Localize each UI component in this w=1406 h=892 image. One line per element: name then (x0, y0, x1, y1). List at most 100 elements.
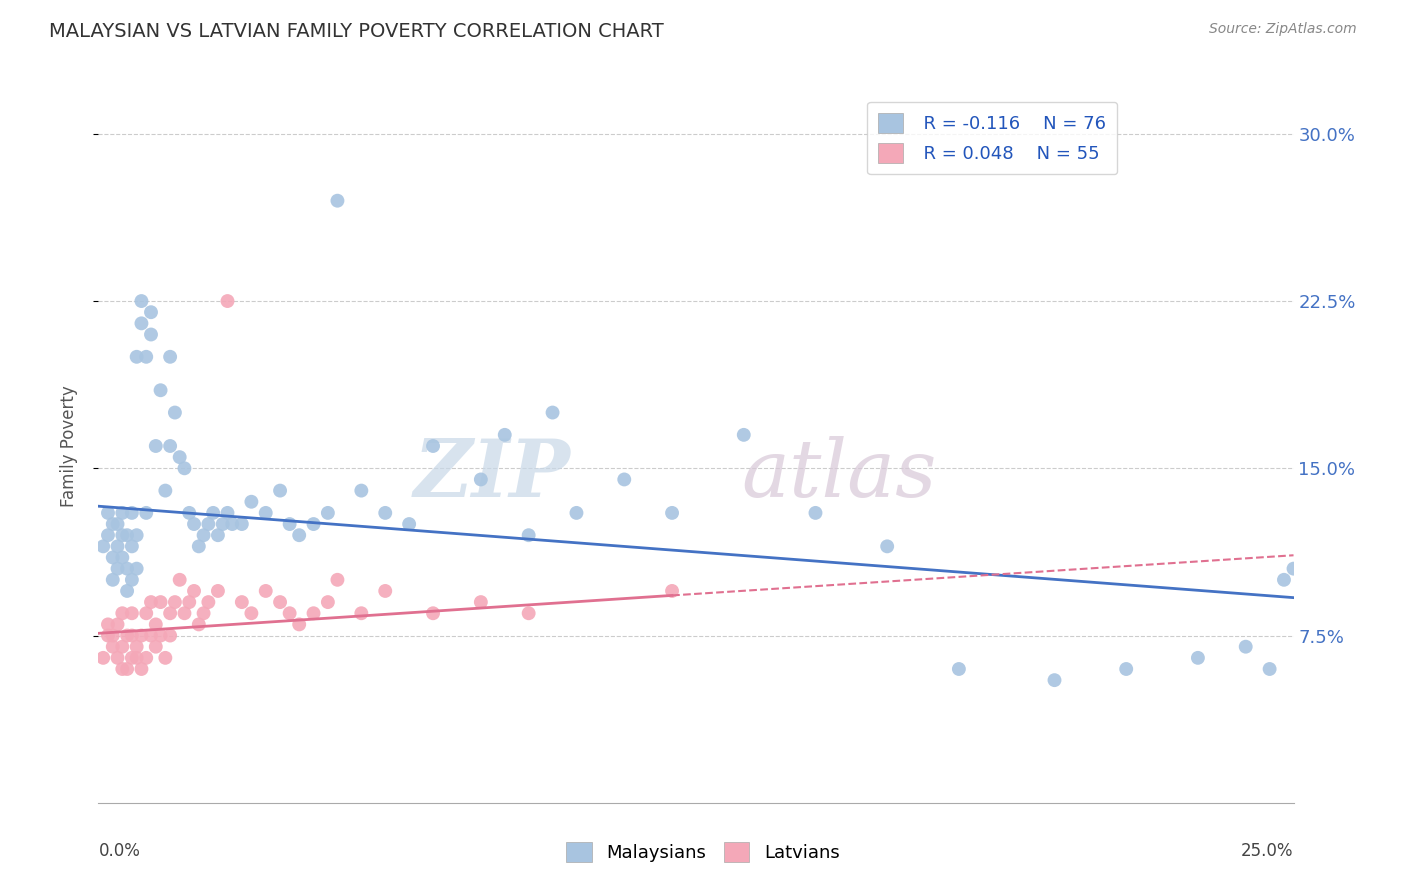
Point (91, 539, 114, 553)
Point (183, 516, 205, 531)
Text: MALAYSIAN VS LATVIAN FAMILY POVERTY CORRELATION CHART: MALAYSIAN VS LATVIAN FAMILY POVERTY CORR… (49, 22, 664, 41)
Point (197, 595, 219, 609)
Point (302, 607, 325, 621)
Point (145, 617, 167, 632)
Point (145, 439, 167, 453)
Y-axis label: Family Poverty: Family Poverty (59, 385, 77, 507)
Point (948, 662, 970, 676)
Point (107, 562, 129, 576)
Point (139, 305, 162, 319)
Point (101, 550, 124, 565)
Point (173, 607, 195, 621)
Point (115, 628, 138, 642)
Point (1234, 640, 1257, 654)
Point (159, 439, 181, 453)
Point (135, 607, 157, 621)
Point (159, 628, 181, 642)
Point (1187, 651, 1209, 665)
Point (240, 494, 263, 508)
Point (288, 617, 311, 632)
Point (149, 628, 172, 642)
Point (316, 506, 339, 520)
Point (125, 350, 148, 364)
Point (135, 651, 157, 665)
Text: 25.0%: 25.0% (1241, 842, 1294, 860)
Point (173, 461, 195, 475)
Point (139, 595, 162, 609)
Point (101, 516, 124, 531)
Point (193, 607, 215, 621)
Point (135, 506, 157, 520)
Point (125, 562, 148, 576)
Point (350, 607, 373, 621)
Point (278, 607, 301, 621)
Point (155, 483, 177, 498)
Point (115, 562, 138, 576)
Point (121, 573, 143, 587)
Point (97, 628, 120, 642)
Point (125, 640, 148, 654)
Point (163, 595, 186, 609)
Point (231, 595, 253, 609)
Point (661, 506, 683, 520)
Point (1115, 662, 1137, 676)
Point (97, 506, 120, 520)
Point (197, 516, 219, 531)
Point (288, 528, 311, 542)
Point (121, 607, 143, 621)
Point (254, 506, 277, 520)
Point (374, 583, 396, 598)
Point (613, 473, 636, 487)
Point (125, 651, 148, 665)
Point (1258, 662, 1281, 676)
Point (193, 528, 215, 542)
Point (97, 617, 120, 632)
Point (107, 617, 129, 632)
Point (187, 617, 209, 632)
Point (240, 607, 263, 621)
Point (254, 583, 277, 598)
Text: ZIP: ZIP (413, 436, 571, 513)
Point (111, 506, 134, 520)
Point (179, 506, 201, 520)
Point (804, 506, 827, 520)
Point (422, 607, 444, 621)
Point (131, 316, 153, 330)
Point (111, 640, 134, 654)
Point (135, 350, 157, 364)
Legend:   R = -0.116    N = 76,   R = 0.048    N = 55: R = -0.116 N = 76, R = 0.048 N = 55 (868, 102, 1118, 174)
Point (131, 628, 153, 642)
Point (139, 628, 162, 642)
Point (211, 516, 233, 531)
Point (101, 628, 124, 642)
Point (163, 405, 186, 419)
Point (1282, 562, 1305, 576)
Point (207, 583, 229, 598)
Point (111, 662, 134, 676)
Point (145, 640, 167, 654)
Point (121, 506, 143, 520)
Point (470, 473, 492, 487)
Point (398, 516, 420, 531)
Point (350, 483, 373, 498)
Point (111, 607, 134, 621)
Point (269, 595, 291, 609)
Point (111, 528, 134, 542)
Text: 0.0%: 0.0% (98, 842, 141, 860)
Point (107, 516, 129, 531)
Point (494, 427, 516, 442)
Point (149, 384, 172, 398)
Point (107, 651, 129, 665)
Point (221, 516, 243, 531)
Point (517, 607, 540, 621)
Legend: Malaysians, Latvians: Malaysians, Latvians (560, 834, 846, 870)
Point (97, 528, 120, 542)
Point (121, 651, 143, 665)
Point (316, 595, 339, 609)
Point (207, 528, 229, 542)
Point (374, 506, 396, 520)
Point (101, 640, 124, 654)
Point (278, 516, 301, 531)
Point (131, 662, 153, 676)
Text: atlas: atlas (742, 436, 936, 513)
